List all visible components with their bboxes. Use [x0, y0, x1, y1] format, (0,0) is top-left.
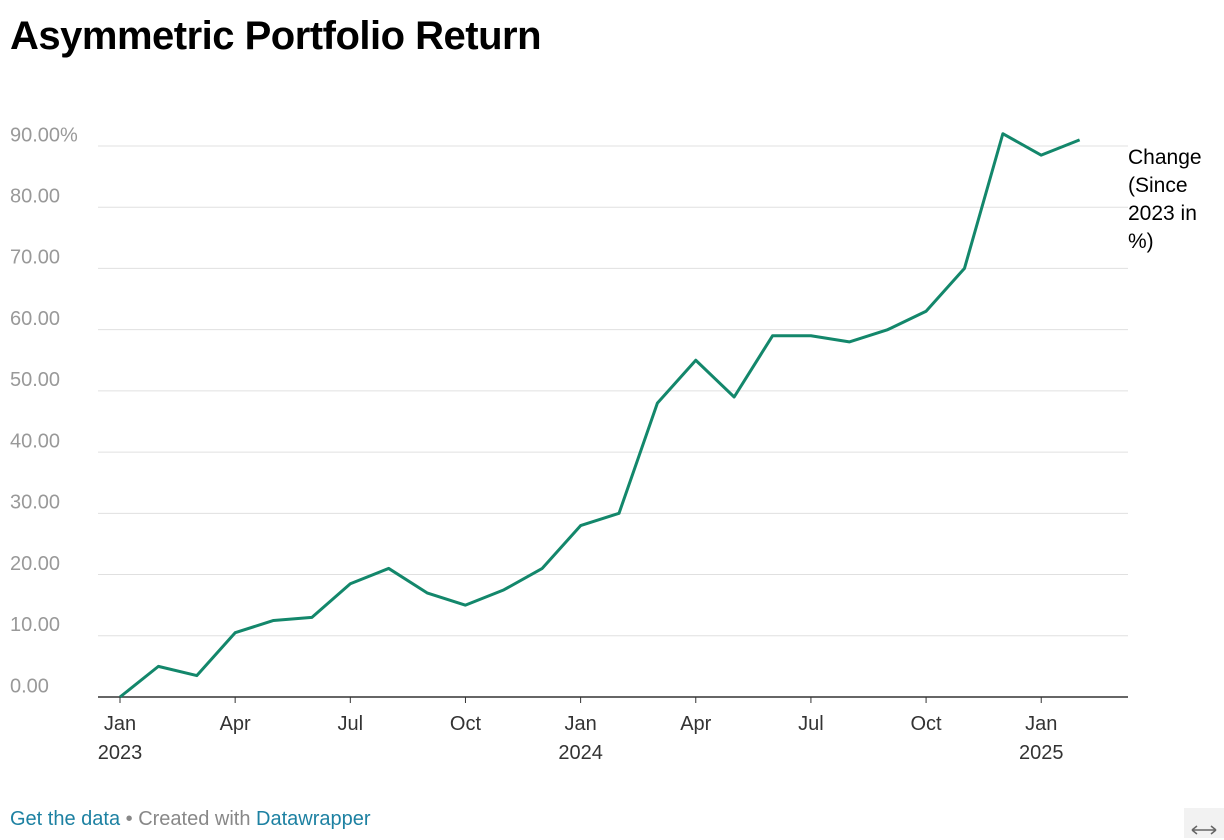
y-tick-label: 60.00	[10, 308, 60, 330]
x-tick-label-line: Oct	[911, 713, 943, 735]
x-tick-label: Oct	[911, 713, 943, 735]
x-tick-label: Oct	[450, 713, 482, 735]
y-tick-label: 10.00	[10, 614, 60, 636]
y-tick-label: 50.00	[10, 369, 60, 391]
x-tick-label-line: Jul	[338, 713, 364, 735]
resize-icon[interactable]	[1184, 808, 1224, 838]
x-tick-label-line: Jan	[104, 713, 136, 735]
chart: 0.00 10.00 20.00 30.00 40.00 50.00 60.00 70.00 8…	[10, 124, 1128, 764]
y-tick-label: 20.00	[10, 553, 60, 575]
icon-bg	[1184, 808, 1224, 838]
x-tick-label-line: Apr	[220, 713, 251, 735]
x-tick-label-line: Jan	[564, 713, 596, 735]
footer: Get the data • Created with Datawrapper	[10, 808, 371, 831]
x-tick-label-line: 2025	[1019, 742, 1064, 764]
x-tick-label-line: 2024	[558, 742, 603, 764]
x-tick-label-line: 2023	[98, 742, 143, 764]
line	[119, 132, 1081, 699]
datawrapper-link[interactable]: Datawrapper	[256, 808, 371, 830]
x-tick-label: Jan 2025	[1019, 713, 1064, 764]
y-tick-label: 0.00	[10, 675, 49, 697]
x-tick-label: Jan 2024	[558, 713, 603, 764]
x-tick-label: Apr	[680, 713, 711, 735]
chart-title: Asymmetric Portfolio Return	[10, 14, 542, 58]
x-tick-label: Jul	[798, 713, 824, 735]
x-tick-label-line: Jul	[798, 713, 824, 735]
x-tick-label: Jan 2023	[98, 713, 143, 764]
x-tick-label-line: Apr	[680, 713, 711, 735]
y-tick-label: 70.00	[10, 247, 60, 269]
created-with: • Created with	[125, 808, 251, 830]
y-tick-label: 90.00%	[10, 124, 78, 146]
x-tick-label: Apr	[220, 713, 251, 735]
series-label: Change (Since 2023 in %)	[1128, 146, 1202, 253]
y-tick-label: 40.00	[10, 430, 60, 452]
x-tick-label: Jul	[338, 713, 364, 735]
icon-arrows	[1191, 825, 1217, 835]
get-data-link[interactable]: Get the data	[10, 808, 121, 830]
y-tick-label: 30.00	[10, 492, 60, 514]
x-tick-label-line: Oct	[450, 713, 482, 735]
x-tick-label-line: Jan	[1025, 713, 1057, 735]
y-tick-label: 80.00	[10, 185, 60, 207]
